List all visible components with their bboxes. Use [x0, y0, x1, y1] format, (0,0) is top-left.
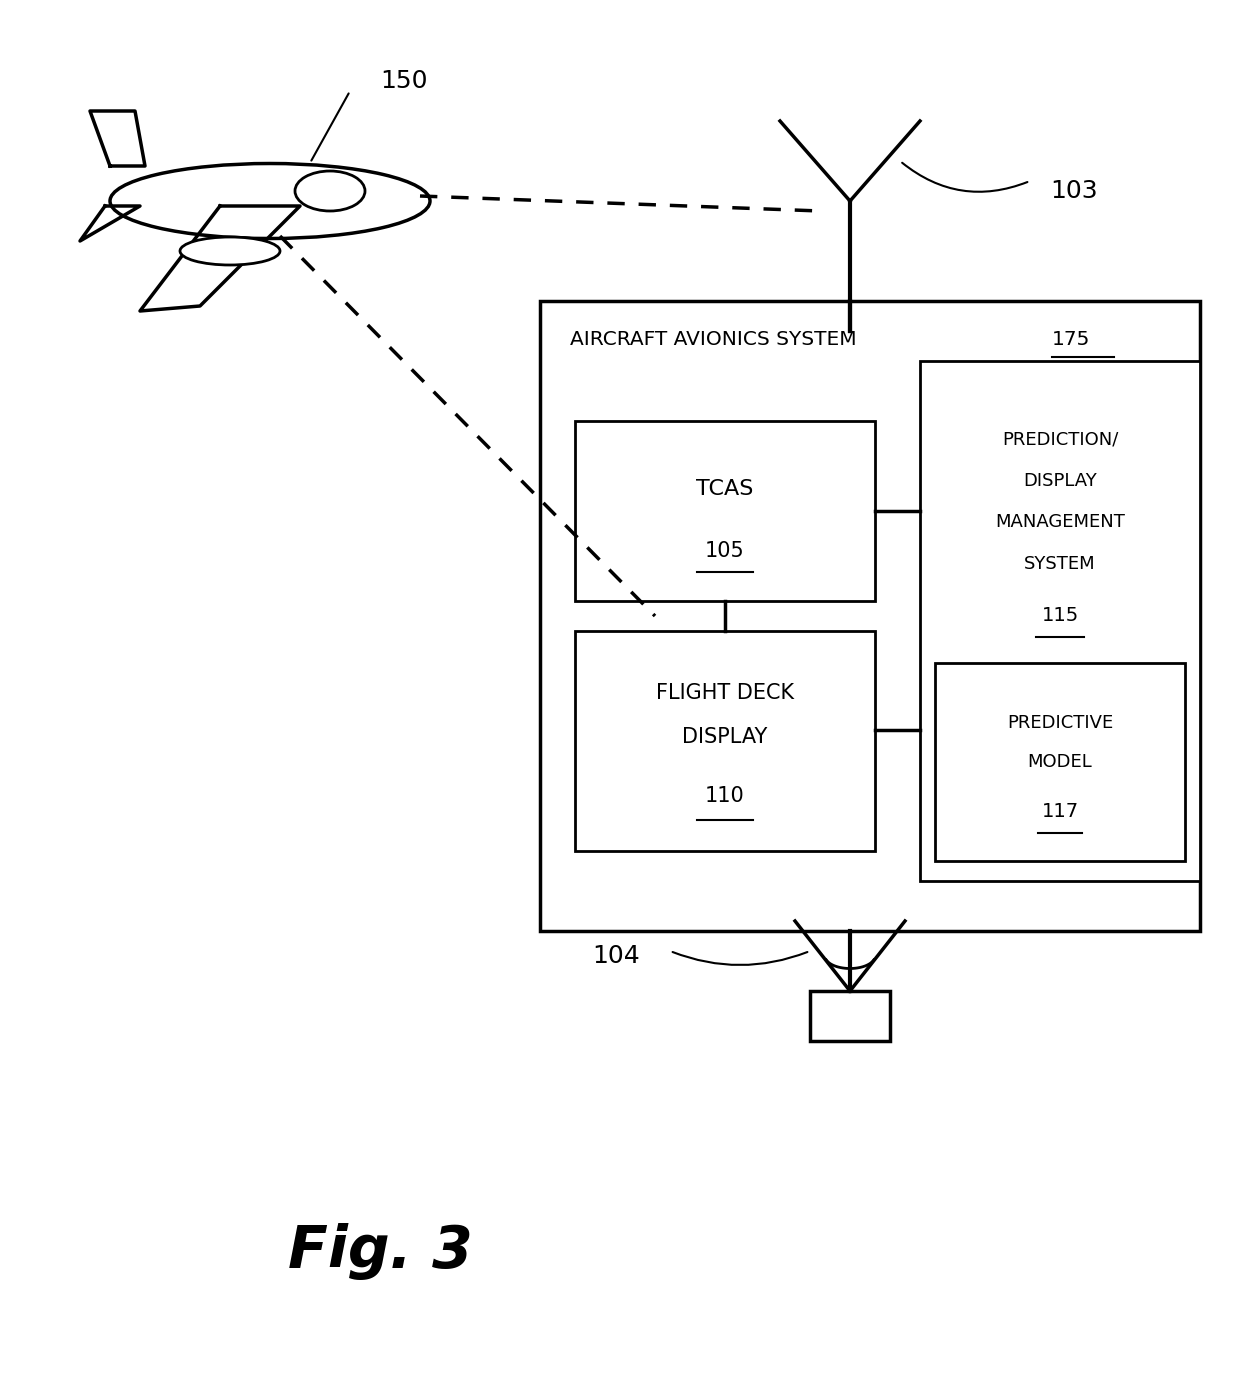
Text: Fig. 3: Fig. 3 — [288, 1222, 472, 1280]
Bar — [539, 301, 1200, 931]
Text: 117: 117 — [1042, 802, 1079, 822]
Polygon shape — [140, 206, 300, 311]
Ellipse shape — [110, 163, 430, 239]
Text: FLIGHT DECK: FLIGHT DECK — [656, 682, 794, 703]
Text: 105: 105 — [706, 540, 745, 561]
Bar — [575, 421, 875, 601]
Text: 175: 175 — [1052, 330, 1090, 348]
Text: DISPLAY: DISPLAY — [682, 726, 768, 747]
Bar — [920, 360, 1200, 881]
Text: DISPLAY: DISPLAY — [1023, 471, 1097, 490]
Bar — [935, 663, 1185, 860]
Text: 115: 115 — [1042, 606, 1079, 626]
Bar — [575, 631, 875, 851]
Polygon shape — [81, 206, 140, 242]
Polygon shape — [91, 110, 145, 166]
Text: MODEL: MODEL — [1028, 753, 1092, 771]
Bar — [810, 992, 890, 1041]
Text: 103: 103 — [1050, 180, 1097, 203]
Text: 110: 110 — [706, 786, 745, 807]
Text: PREDICTIVE: PREDICTIVE — [1007, 714, 1114, 732]
Text: MANAGEMENT: MANAGEMENT — [994, 514, 1125, 532]
Text: PREDICTION/: PREDICTION/ — [1002, 429, 1118, 447]
Text: 104: 104 — [593, 945, 640, 968]
Ellipse shape — [295, 171, 365, 211]
Text: 150: 150 — [379, 69, 428, 93]
Ellipse shape — [180, 238, 280, 265]
Text: SYSTEM: SYSTEM — [1024, 555, 1096, 573]
Text: TCAS: TCAS — [697, 479, 754, 500]
Text: AIRCRAFT AVIONICS SYSTEM: AIRCRAFT AVIONICS SYSTEM — [570, 330, 857, 348]
